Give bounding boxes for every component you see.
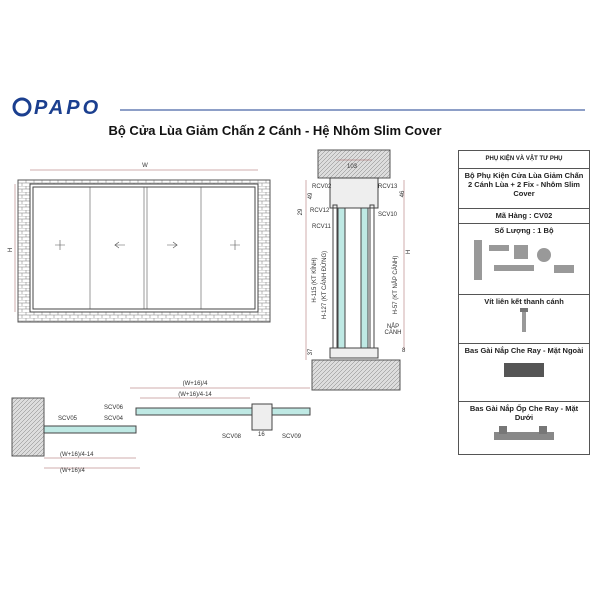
label: H-127 (KT CÁNH ĐỨNG) bbox=[321, 251, 328, 319]
dim-label: W bbox=[142, 163, 148, 169]
label: H bbox=[406, 250, 412, 254]
label: SCV05 bbox=[58, 416, 78, 422]
panel-item: Bas Gài Nắp Che Ray - Mặt Ngoài bbox=[459, 344, 589, 402]
title: Bộ Cửa Lùa Giảm Chấn 2 Cánh - Hệ Nhôm Sl… bbox=[108, 123, 441, 138]
label: 37 bbox=[308, 348, 314, 355]
label: 49 bbox=[308, 192, 314, 199]
label: RCV11 bbox=[312, 224, 332, 230]
label: RCV02 bbox=[312, 184, 332, 190]
clip-icon bbox=[494, 426, 554, 440]
panel-item: Vít liên kết thanh cánh bbox=[459, 294, 589, 344]
label: NẮP CÁNH bbox=[384, 324, 402, 336]
panel-item-text: Bas Gài Nắp Che Ray - Mặt Ngoài bbox=[464, 346, 584, 355]
logo: PAPO bbox=[12, 97, 585, 119]
label: RCV13 bbox=[378, 184, 398, 190]
elevation: W H bbox=[8, 163, 271, 323]
clip-icon bbox=[504, 363, 544, 377]
panel-item: Mã Hàng : CV02 bbox=[459, 209, 589, 224]
label: 46 bbox=[400, 190, 406, 197]
label: 8 bbox=[402, 348, 406, 354]
panel-item-text: Số Lượng : 1 Bộ bbox=[494, 226, 554, 235]
parts-icon bbox=[474, 240, 574, 280]
label: H-57 (KT NẮP CÁNH) bbox=[391, 256, 399, 315]
section: 103 RCV02 RCV13 49 46 RCV12 29 SCV10 RCV… bbox=[298, 149, 412, 391]
label: SCV04 bbox=[104, 416, 124, 422]
label: RCV12 bbox=[310, 208, 330, 214]
panel-item: Bas Gài Nắp Ốp Che Ray - Mặt Dưới bbox=[459, 402, 589, 454]
accessory-panel: PHỤ KIỆN VÀ VẬT TƯ PHỤ Bộ Phụ Kiện Cửa L… bbox=[458, 150, 590, 455]
panel-item: Số Lượng : 1 Bộ bbox=[459, 224, 589, 294]
label: (W+16)/4 bbox=[60, 468, 86, 474]
dim-label: H bbox=[8, 248, 14, 252]
label: H-115 (KT KÍNH) bbox=[311, 257, 318, 302]
screw-icon bbox=[520, 308, 528, 332]
label: SCV10 bbox=[378, 212, 398, 218]
label: SCV08 bbox=[222, 434, 242, 440]
panel-item-text: Vít liên kết thanh cánh bbox=[484, 297, 564, 306]
logo-text: PAPO bbox=[34, 97, 101, 119]
label: 29 bbox=[298, 208, 304, 215]
panel-item: Bộ Phụ Kiện Cửa Lùa Giảm Chấn 2 Cánh Lùa… bbox=[459, 169, 589, 209]
label: 16 bbox=[258, 432, 265, 438]
label: (W+16)/4-14 bbox=[178, 392, 212, 398]
label: SCV06 bbox=[104, 405, 124, 411]
label: (W+16)/4-14 bbox=[60, 452, 94, 458]
label: 103 bbox=[347, 164, 358, 170]
panel-header: PHỤ KIỆN VÀ VẬT TƯ PHỤ bbox=[459, 151, 589, 169]
label: (W+16)/4 bbox=[183, 381, 209, 387]
panel-item-text: Bas Gài Nắp Ốp Che Ray - Mặt Dưới bbox=[469, 404, 579, 422]
label: SCV09 bbox=[282, 434, 302, 440]
plan: (W+16)/4 (W+16)/4-14 SCV06 SCV04 SCV05 S… bbox=[11, 381, 311, 474]
